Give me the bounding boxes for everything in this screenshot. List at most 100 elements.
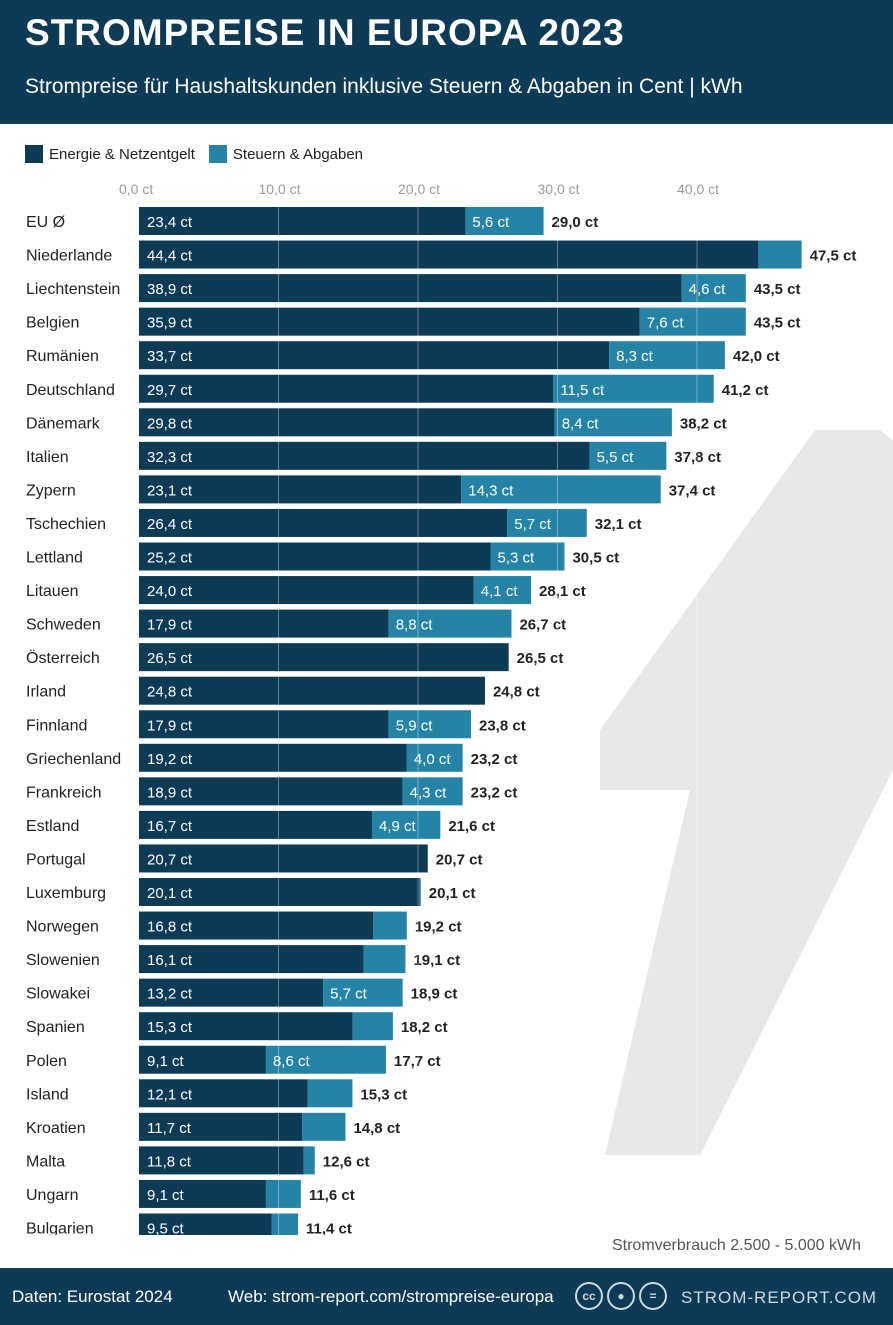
- data-label-taxes: 8,4 ct: [562, 415, 600, 432]
- data-label-total: 24,8 ct: [493, 684, 540, 701]
- bar-taxes: [589, 441, 667, 470]
- category-label: Norwegen: [26, 919, 99, 936]
- category-label: Irland: [26, 684, 66, 701]
- bar-taxes: [271, 1213, 299, 1235]
- data-label-energy: 29,7 ct: [147, 382, 193, 399]
- footer-web-link[interactable]: Web: strom-report.com/strompreise-europa: [228, 1287, 554, 1306]
- data-label-energy: 19,2 ct: [147, 751, 193, 768]
- bar-energy: [139, 508, 508, 537]
- data-label-energy: 26,5 ct: [147, 650, 193, 667]
- data-label-taxes: 4,1 ct: [481, 583, 519, 600]
- category-label: Malta: [26, 1153, 65, 1170]
- bar-energy: [139, 810, 372, 839]
- bar-energy: [139, 274, 682, 303]
- data-label-taxes: 7,6 ct: [647, 315, 685, 332]
- license-icons: cc ● =: [575, 1282, 667, 1310]
- data-label-energy: 17,9 ct: [147, 717, 193, 734]
- data-label-taxes: 4,9 ct: [379, 818, 417, 835]
- data-label-taxes: 8,6 ct: [273, 1053, 311, 1070]
- x-tick-label: 30,0 ct: [538, 181, 580, 197]
- bar-taxes: [352, 1012, 393, 1041]
- bar-taxes: [373, 911, 407, 940]
- data-label-energy: 11,7 ct: [147, 1120, 192, 1137]
- data-label-taxes: 5,7 ct: [514, 516, 552, 533]
- legend-item-taxes: Steuern & Abgaben: [208, 145, 363, 163]
- data-label-total: 26,5 ct: [517, 650, 564, 667]
- data-label-energy: 9,5 ct: [147, 1221, 185, 1236]
- bar-energy: [139, 978, 324, 1007]
- data-label-total: 18,9 ct: [411, 986, 458, 1003]
- bar-taxes: [639, 307, 746, 336]
- data-label-energy: 16,8 ct: [147, 919, 193, 936]
- category-label: EU Ø: [26, 214, 65, 231]
- data-label-taxes: 5,5 ct: [597, 449, 635, 466]
- bar-taxes: [681, 274, 746, 303]
- data-label-energy: 20,1 ct: [147, 885, 193, 902]
- data-label-total: 12,6 ct: [323, 1153, 370, 1170]
- category-label: Luxemburg: [26, 885, 106, 902]
- bar-energy: [139, 441, 590, 470]
- bar-taxes: [473, 576, 531, 605]
- bar-energy: [139, 878, 420, 906]
- category-label: Griechenland: [26, 751, 121, 768]
- data-label-taxes: 4,3 ct: [410, 784, 448, 801]
- bar-energy: [139, 643, 509, 672]
- data-label-energy: 12,1 ct: [147, 1086, 193, 1103]
- data-label-energy: 9,1 ct: [147, 1053, 185, 1070]
- data-label-total: 20,7 ct: [436, 851, 483, 868]
- data-label-taxes: 8,8 ct: [396, 617, 434, 634]
- category-label: Estland: [26, 818, 79, 835]
- bar-energy: [139, 1179, 266, 1208]
- category-label: Island: [26, 1086, 69, 1103]
- data-label-total: 47,5 ct: [810, 248, 857, 265]
- bar-taxes: [490, 542, 565, 571]
- x-tick-label: 10,0 ct: [259, 181, 301, 197]
- bar-energy: [139, 844, 428, 873]
- data-label-total: 42,0 ct: [733, 348, 780, 365]
- data-label-total: 43,5 ct: [754, 315, 801, 332]
- bar-taxes: [265, 1179, 301, 1208]
- data-label-energy: 44,4 ct: [147, 248, 193, 265]
- data-label-energy: 23,1 ct: [147, 482, 193, 499]
- data-label-energy: 18,9 ct: [147, 784, 193, 801]
- legend-label-energy: Energie & Netzentgelt: [49, 145, 195, 163]
- category-label: Niederlande: [26, 248, 112, 265]
- data-label-energy: 26,4 ct: [147, 516, 193, 533]
- bar-energy: [139, 207, 466, 235]
- x-tick-label: 0,0 ct: [119, 181, 153, 197]
- bar-energy: [139, 743, 407, 772]
- data-label-taxes: 5,9 ct: [396, 717, 434, 734]
- bar-energy: [139, 1045, 266, 1074]
- bar-energy: [139, 240, 759, 269]
- data-label-taxes: 4,6 ct: [689, 281, 727, 298]
- page-title: STROMPREISE IN EUROPA 2023: [25, 12, 625, 53]
- data-label-taxes: 14,3 ct: [468, 482, 514, 499]
- data-label-total: 30,5 ct: [572, 550, 619, 567]
- data-label-energy: 29,8 ct: [147, 415, 193, 432]
- category-label: Slowakei: [26, 986, 90, 1003]
- legend-swatch-energy: [25, 145, 43, 163]
- bar-energy: [139, 307, 640, 336]
- data-label-total: 20,1 ct: [429, 885, 476, 902]
- data-label-total: 23,2 ct: [471, 751, 518, 768]
- data-label-energy: 24,8 ct: [147, 684, 193, 701]
- bar-taxes: [388, 710, 472, 739]
- data-label-total: 19,1 ct: [413, 952, 460, 969]
- bar-taxes: [303, 1146, 315, 1175]
- data-label-energy: 17,9 ct: [147, 617, 193, 634]
- footer-brand: STROM-REPORT.COM: [681, 1288, 878, 1307]
- data-label-energy: 24,0 ct: [147, 583, 193, 600]
- bar-taxes: [554, 408, 672, 437]
- data-label-energy: 25,2 ct: [147, 550, 193, 567]
- category-label: Rumänien: [26, 348, 99, 365]
- category-label: Deutschland: [26, 382, 115, 399]
- data-label-taxes: 11,5 ct: [560, 382, 605, 399]
- data-label-total: 18,2 ct: [401, 1019, 448, 1036]
- bar-energy: [139, 1012, 353, 1041]
- category-label: Schweden: [26, 617, 101, 634]
- category-label: Lettland: [26, 550, 83, 567]
- legend: Energie & Netzentgelt Steuern & Abgaben: [25, 143, 363, 165]
- category-label: Bulgarien: [26, 1221, 94, 1236]
- data-label-energy: 32,3 ct: [147, 449, 193, 466]
- bar-taxes: [265, 1045, 386, 1074]
